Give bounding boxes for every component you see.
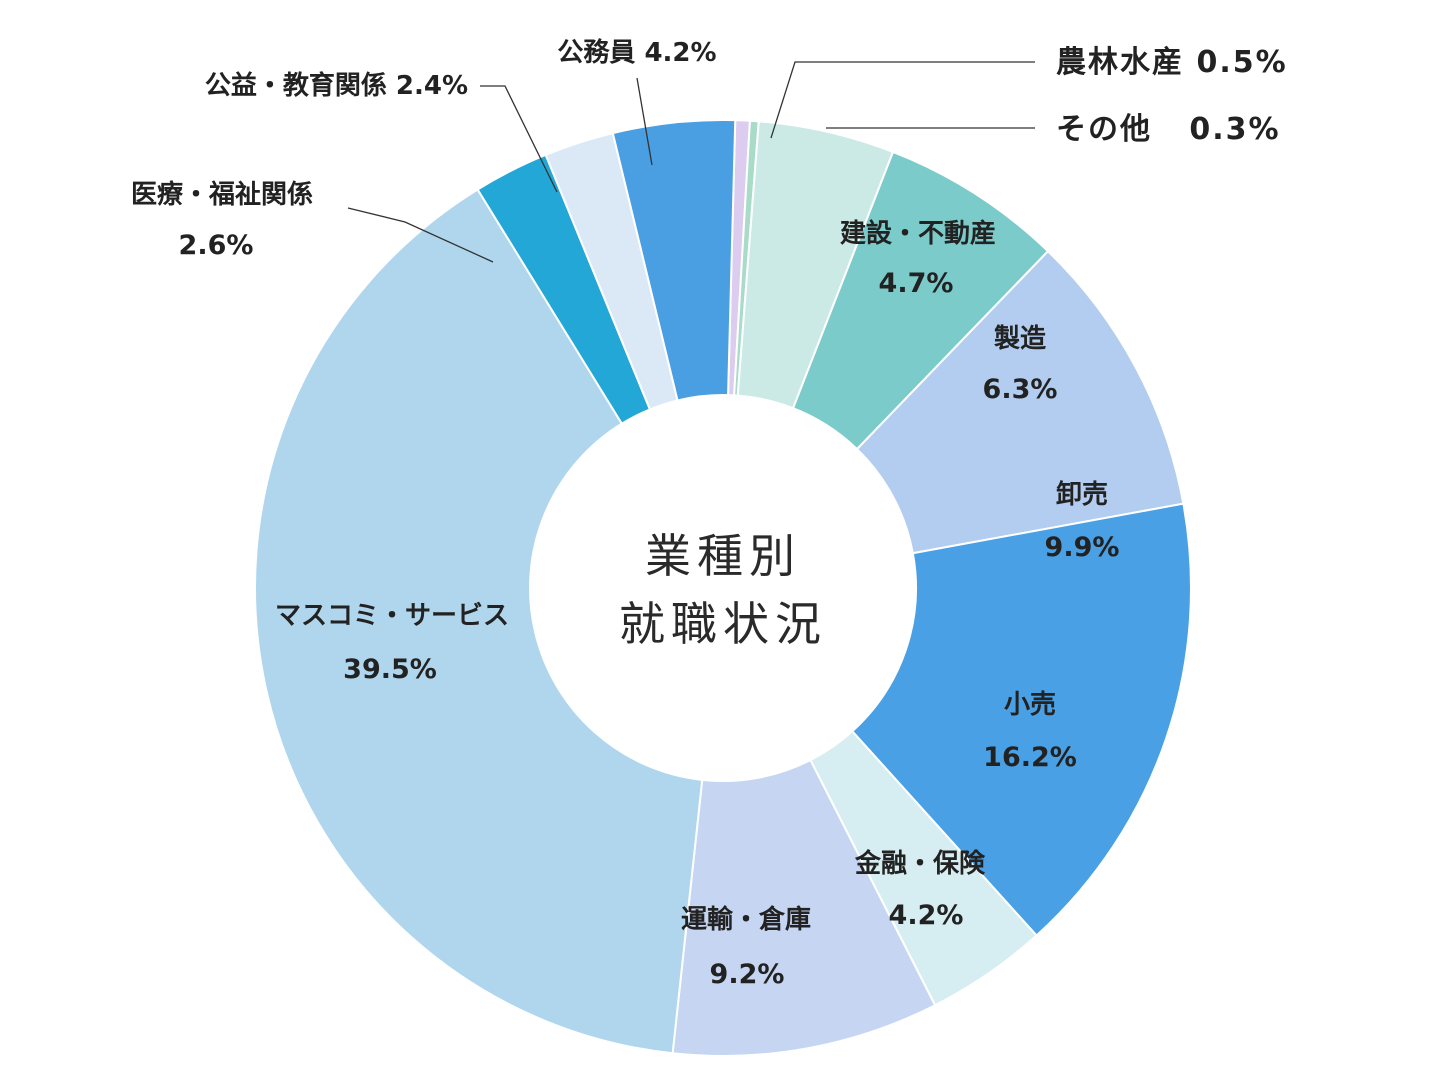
donut-slice-koumuin	[611, 119, 737, 402]
slice-value-oroshi: 9.9%	[1045, 532, 1120, 563]
slice-label-kinyu: 金融・保険	[854, 848, 986, 879]
callout-label-nourin: 農林水産 0.5%	[1056, 45, 1288, 80]
slice-value-masukomi: 39.5%	[343, 654, 437, 685]
callout-label-koueki: 公益・教育関係 2.4%	[205, 70, 468, 101]
callout-label-sonota: その他 0.3%	[1056, 112, 1281, 147]
donut-slice-kouri	[850, 502, 1192, 937]
slice-label-kensetsu: 建設・不動産	[840, 218, 996, 249]
slice-value-unyu: 9.2%	[710, 959, 785, 990]
slice-label-kouri: 小売	[1004, 690, 1056, 720]
leader-line-nourin	[770, 61, 1035, 139]
slice-value-kensetsu: 4.7%	[879, 268, 954, 299]
slice-value-kinyu: 4.2%	[889, 900, 964, 931]
callout-label-iryou-value: 2.6%	[179, 230, 254, 261]
leader-line-koumuin	[636, 77, 653, 166]
slice-value-seizou: 6.3%	[983, 374, 1058, 405]
callout-label-iryou-name: 医療・福祉関係	[131, 180, 313, 210]
donut-slice-oroshi	[855, 249, 1185, 555]
callout-label-koumuin: 公務員 4.2%	[557, 38, 716, 68]
slice-label-oroshi: 卸売	[1056, 479, 1108, 510]
leader-line-koueki	[480, 85, 558, 193]
slice-label-seizou: 製造	[994, 324, 1046, 354]
center-title-line-2: 就職状況	[619, 597, 827, 651]
center-title-line-1: 業種別	[645, 529, 801, 583]
donut-slice-masukomi	[254, 188, 704, 1055]
slice-label-unyu: 運輸・倉庫	[681, 904, 811, 935]
slice-label-masukomi: マスコミ・サービス	[275, 601, 509, 631]
donut-slices	[254, 119, 1192, 1057]
donut-slice-unyu	[671, 758, 937, 1057]
slice-value-kouri: 16.2%	[983, 742, 1077, 773]
leader-line-iryou	[347, 207, 494, 263]
